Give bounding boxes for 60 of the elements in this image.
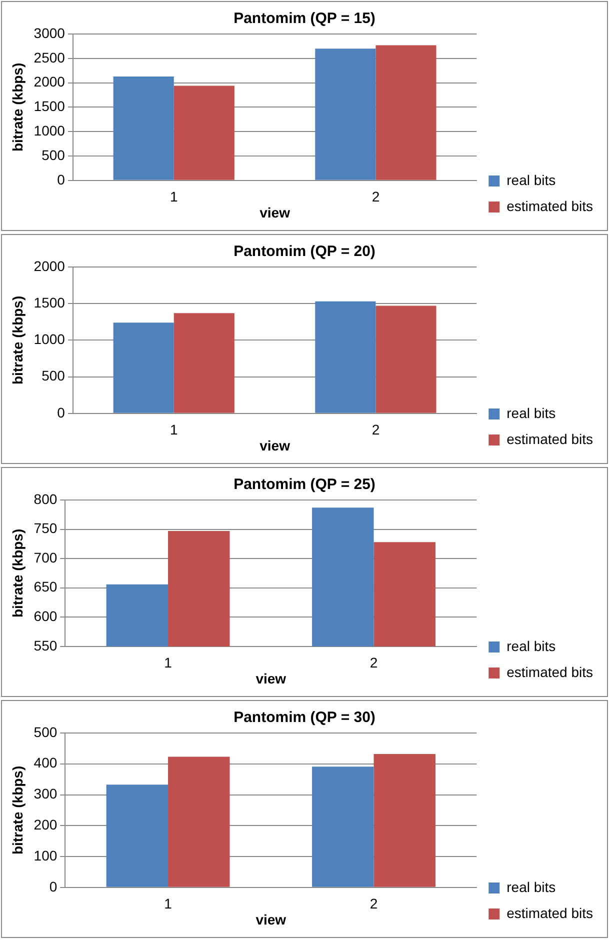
chart-title: Pantomim (QP = 25) — [234, 476, 376, 494]
y-tick-label: 500 — [42, 146, 66, 163]
bar — [315, 48, 376, 180]
x-tick-label: 1 — [170, 422, 178, 438]
y-tick-label: 500 — [34, 724, 58, 740]
y-tick-label: 1500 — [34, 294, 66, 310]
bar — [174, 86, 234, 180]
y-tick-label: 200 — [34, 816, 58, 832]
legend-label: real bits — [506, 638, 556, 654]
chart-title: Pantomim (QP = 20) — [234, 243, 376, 260]
y-tick-label: 550 — [34, 637, 58, 654]
y-tick-label: 2000 — [34, 74, 66, 90]
chart-title: Pantomim (QP = 30) — [234, 709, 376, 726]
y-axis-title: bitrate (kbps) — [9, 528, 26, 618]
y-axis-title: bitrate (kbps) — [9, 62, 26, 152]
bar — [168, 756, 230, 887]
x-axis-title: view — [256, 911, 286, 928]
chart-title: Pantomim (QP = 15) — [234, 10, 376, 28]
bar — [376, 45, 436, 180]
y-tick-label: 500 — [42, 368, 66, 384]
y-tick-label: 800 — [34, 490, 58, 507]
bar — [106, 784, 168, 887]
y-tick-label: 650 — [34, 578, 58, 595]
legend-label: real bits — [506, 172, 556, 188]
y-tick-label: 1000 — [34, 331, 66, 348]
y-tick-label: 400 — [34, 754, 58, 771]
bar — [113, 76, 174, 180]
legend-label: estimated bits — [506, 904, 594, 921]
x-axis-title: view — [260, 437, 290, 454]
y-tick-label: 300 — [34, 786, 58, 802]
y-tick-label: 600 — [34, 608, 58, 624]
y-tick-label: 0 — [57, 171, 66, 188]
x-axis-title: view — [260, 204, 290, 220]
x-tick-label: 1 — [170, 188, 178, 205]
y-tick-label: 0 — [49, 878, 58, 894]
legend-label: real bits — [506, 404, 556, 421]
y-axis-title: bitrate (kbps) — [9, 766, 26, 855]
legend-label: estimated bits — [506, 430, 594, 447]
y-tick-label: 2000 — [34, 258, 66, 274]
legend-label: real bits — [506, 878, 556, 895]
y-tick-label: 700 — [34, 549, 58, 566]
y-tick-label: 3000 — [34, 24, 66, 41]
x-tick-label: 2 — [372, 422, 380, 438]
x-tick-label: 2 — [372, 188, 380, 205]
x-tick-label: 1 — [164, 896, 172, 912]
x-tick-label: 1 — [164, 654, 172, 671]
y-tick-label: 750 — [34, 520, 58, 536]
y-tick-label: 1500 — [34, 98, 66, 114]
legend-label: estimated bits — [506, 198, 594, 214]
y-tick-label: 2500 — [34, 49, 66, 66]
y-axis-title: bitrate (kbps) — [9, 296, 26, 385]
legend-label: estimated bits — [506, 664, 594, 680]
y-tick-label: 100 — [34, 847, 58, 864]
x-axis-title: view — [256, 670, 286, 686]
bar — [312, 766, 374, 887]
y-tick-label: 1000 — [34, 122, 66, 138]
x-tick-label: 2 — [370, 654, 378, 671]
y-tick-label: 0 — [57, 404, 66, 420]
x-tick-label: 2 — [370, 896, 378, 912]
bar — [374, 754, 436, 887]
